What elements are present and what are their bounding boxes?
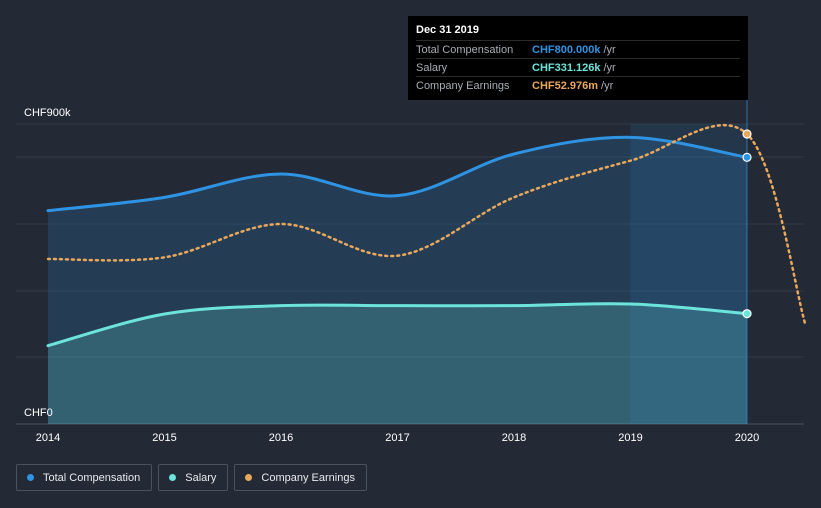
tooltip-row: Salary CHF331.126k /yr [416,58,740,76]
salary-line [46,302,749,348]
tooltip-value: CHF52.976m [532,79,599,92]
x-tick-label: 2017 [385,432,409,444]
salary-marker [742,309,752,319]
legend-item-salary[interactable]: Salary [158,464,229,491]
total-compensation-area [48,137,747,424]
legend-dot-icon [27,474,34,481]
tooltip-value: CHF331.126k [532,61,601,74]
tooltip-label: Company Earnings [416,79,510,92]
tooltip-row: Total Compensation CHF800.000k /yr [416,40,740,58]
x-tick-label: 2014 [36,432,60,444]
tooltip-unit: /yr [603,61,616,74]
y-axis-max-label: CHF900k [24,107,71,119]
legend-label: Total Compensation [43,471,141,484]
total-compensation-line [46,135,749,213]
tooltip-value: CHF800.000k [532,43,601,56]
tooltip-label: Salary [416,61,448,74]
legend-item-company-earnings[interactable]: Company Earnings [234,464,367,491]
legend-item-total-compensation[interactable]: Total Compensation [16,464,153,491]
tooltip-row: Company Earnings CHF52.976m /yr [416,76,740,94]
x-tick-label: 2019 [618,432,642,444]
salary-area [48,303,747,424]
company-earnings-marker [742,129,752,139]
tooltip: Dec 31 2019 Total Compensation CHF800.00… [408,16,748,100]
tooltip-label: Total Compensation [416,43,514,56]
tooltip-unit: /yr [603,43,616,56]
legend: Total Compensation Salary Company Earnin… [16,464,367,491]
x-tick-label: 2020 [735,432,759,444]
x-tick-label: 2018 [502,432,526,444]
total-compensation-marker [742,152,752,162]
legend-dot-icon [245,474,253,481]
legend-label: Salary [185,471,217,484]
y-axis-min-label: CHF0 [24,407,53,419]
x-tick-label: 2016 [269,432,293,444]
legend-label: Company Earnings [261,471,355,484]
tooltip-unit: /yr [601,79,614,92]
x-tick-label: 2015 [152,432,176,444]
tooltip-date: Dec 31 2019 [416,24,479,36]
legend-dot-icon [169,474,177,481]
highlight-band [630,124,747,424]
